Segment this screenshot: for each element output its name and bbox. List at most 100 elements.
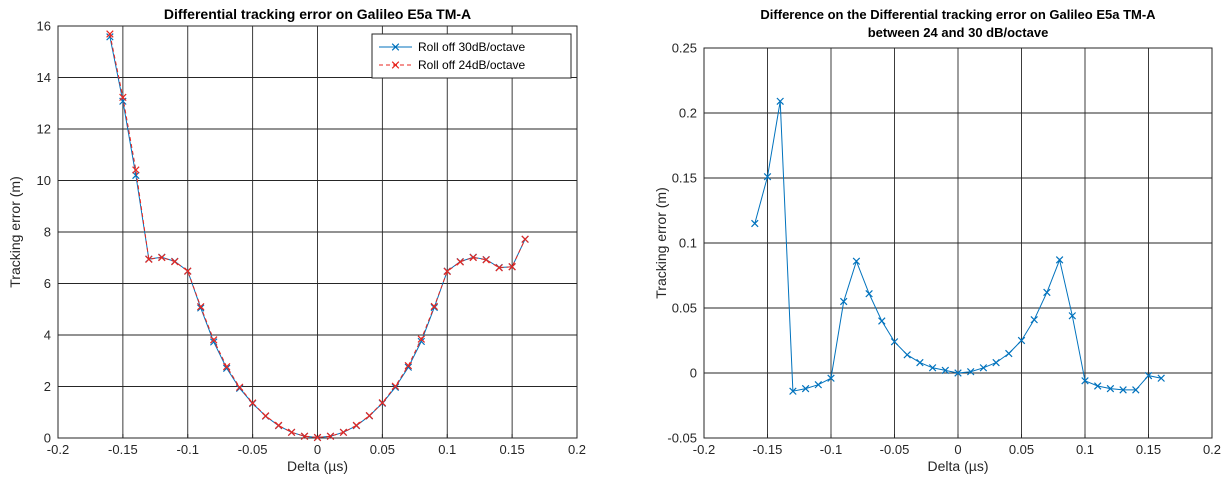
x-tick-label: -0.1 bbox=[177, 442, 199, 457]
data-point bbox=[248, 399, 257, 407]
data-point bbox=[916, 358, 924, 367]
y-tick-label: 0.1 bbox=[679, 236, 697, 251]
data-point bbox=[1081, 377, 1089, 385]
x-tick-label: 0.1 bbox=[1076, 442, 1094, 457]
x-tick-label: 0.05 bbox=[1009, 442, 1034, 457]
data-point bbox=[235, 383, 244, 391]
x-tick-label: -0.2 bbox=[693, 442, 715, 457]
data-point bbox=[145, 255, 153, 264]
y-tick-label: 0.05 bbox=[672, 301, 697, 316]
y-tick-label: 0 bbox=[690, 366, 697, 381]
y-tick-label: 16 bbox=[37, 19, 51, 34]
data-point bbox=[378, 398, 387, 407]
x-tick-label: 0.1 bbox=[438, 442, 456, 457]
data-point bbox=[1106, 384, 1115, 393]
data-point bbox=[222, 362, 231, 371]
x-axis-label: Delta (µs) bbox=[928, 458, 989, 474]
x-tick-label: -0.05 bbox=[880, 442, 910, 457]
data-point bbox=[1068, 312, 1077, 320]
data-point bbox=[776, 97, 784, 106]
y-tick-label: 8 bbox=[44, 225, 51, 240]
y-tick-label: 4 bbox=[44, 328, 51, 343]
data-point bbox=[391, 382, 400, 390]
data-point bbox=[106, 33, 114, 41]
data-point bbox=[941, 366, 950, 375]
data-point bbox=[801, 384, 810, 393]
data-point bbox=[417, 335, 426, 343]
data-point bbox=[1043, 288, 1051, 297]
data-point bbox=[979, 364, 988, 372]
data-point bbox=[865, 289, 873, 298]
data-point bbox=[1030, 315, 1038, 324]
y-tick-label: -0.05 bbox=[667, 431, 697, 446]
y-tick-label: 6 bbox=[44, 276, 51, 291]
data-point bbox=[751, 219, 759, 228]
data-point bbox=[903, 351, 911, 359]
legend-marker bbox=[391, 61, 400, 69]
data-point bbox=[171, 257, 179, 266]
data-point bbox=[852, 257, 861, 265]
data-point bbox=[1144, 371, 1153, 380]
data-point bbox=[313, 433, 322, 442]
data-point bbox=[966, 367, 975, 376]
data-point bbox=[456, 258, 464, 266]
data-point bbox=[132, 166, 140, 174]
data-point bbox=[928, 364, 937, 372]
data-point bbox=[1093, 382, 1102, 390]
legend-box bbox=[371, 33, 572, 79]
data-point bbox=[209, 338, 218, 346]
data-point bbox=[827, 374, 835, 382]
data-point bbox=[274, 421, 283, 430]
y-axis-label: Tracking error (m) bbox=[653, 187, 669, 299]
y-tick-label: 12 bbox=[37, 122, 51, 137]
chart-right: Difference on the Differential tracking … bbox=[653, 7, 1221, 474]
data-point bbox=[954, 369, 962, 377]
data-point bbox=[404, 361, 413, 370]
legend-entry: Roll off 30dB/octave bbox=[418, 40, 526, 54]
data-point bbox=[209, 336, 218, 344]
series-0 bbox=[751, 97, 1165, 395]
data-point bbox=[890, 338, 899, 346]
y-tick-label: 10 bbox=[37, 173, 51, 188]
data-point bbox=[789, 387, 797, 395]
data-point bbox=[469, 253, 477, 262]
x-tick-label: -0.15 bbox=[108, 442, 138, 457]
data-point bbox=[1132, 386, 1140, 394]
data-point bbox=[992, 358, 1000, 367]
x-tick-label: -0.05 bbox=[238, 442, 268, 457]
y-tick-label: 0.15 bbox=[672, 171, 697, 186]
data-point bbox=[158, 253, 166, 262]
data-point bbox=[300, 432, 309, 440]
data-point bbox=[521, 235, 529, 243]
chart-title: Differential tracking error on Galileo E… bbox=[164, 6, 471, 22]
data-point bbox=[430, 302, 438, 311]
data-point bbox=[814, 380, 823, 389]
y-tick-label: 0.2 bbox=[679, 106, 697, 121]
data-point bbox=[365, 411, 374, 420]
y-tick-label: 2 bbox=[44, 379, 51, 394]
legend-marker bbox=[391, 43, 400, 51]
x-tick-label: 0.05 bbox=[370, 442, 395, 457]
legend-entry: Roll off 24dB/octave bbox=[418, 58, 526, 72]
data-point bbox=[132, 171, 140, 180]
series-1 bbox=[106, 30, 529, 442]
x-tick-label: 0 bbox=[314, 442, 321, 457]
data-point bbox=[1157, 374, 1165, 382]
x-tick-label: 0.15 bbox=[499, 442, 524, 457]
series-line bbox=[109, 33, 526, 438]
data-point bbox=[443, 267, 451, 276]
data-point bbox=[482, 256, 490, 264]
data-point bbox=[261, 412, 270, 420]
data-point bbox=[839, 297, 848, 306]
data-point bbox=[326, 432, 335, 440]
x-tick-label: -0.2 bbox=[47, 442, 69, 457]
data-point bbox=[106, 30, 114, 38]
y-tick-label: 0.25 bbox=[672, 41, 697, 56]
x-tick-label: 0.2 bbox=[568, 442, 586, 457]
data-point bbox=[1005, 349, 1013, 358]
data-point bbox=[1055, 256, 1064, 264]
chart-left: Differential tracking error on Galileo E… bbox=[7, 6, 586, 474]
data-point bbox=[287, 428, 296, 437]
data-point bbox=[235, 384, 244, 393]
